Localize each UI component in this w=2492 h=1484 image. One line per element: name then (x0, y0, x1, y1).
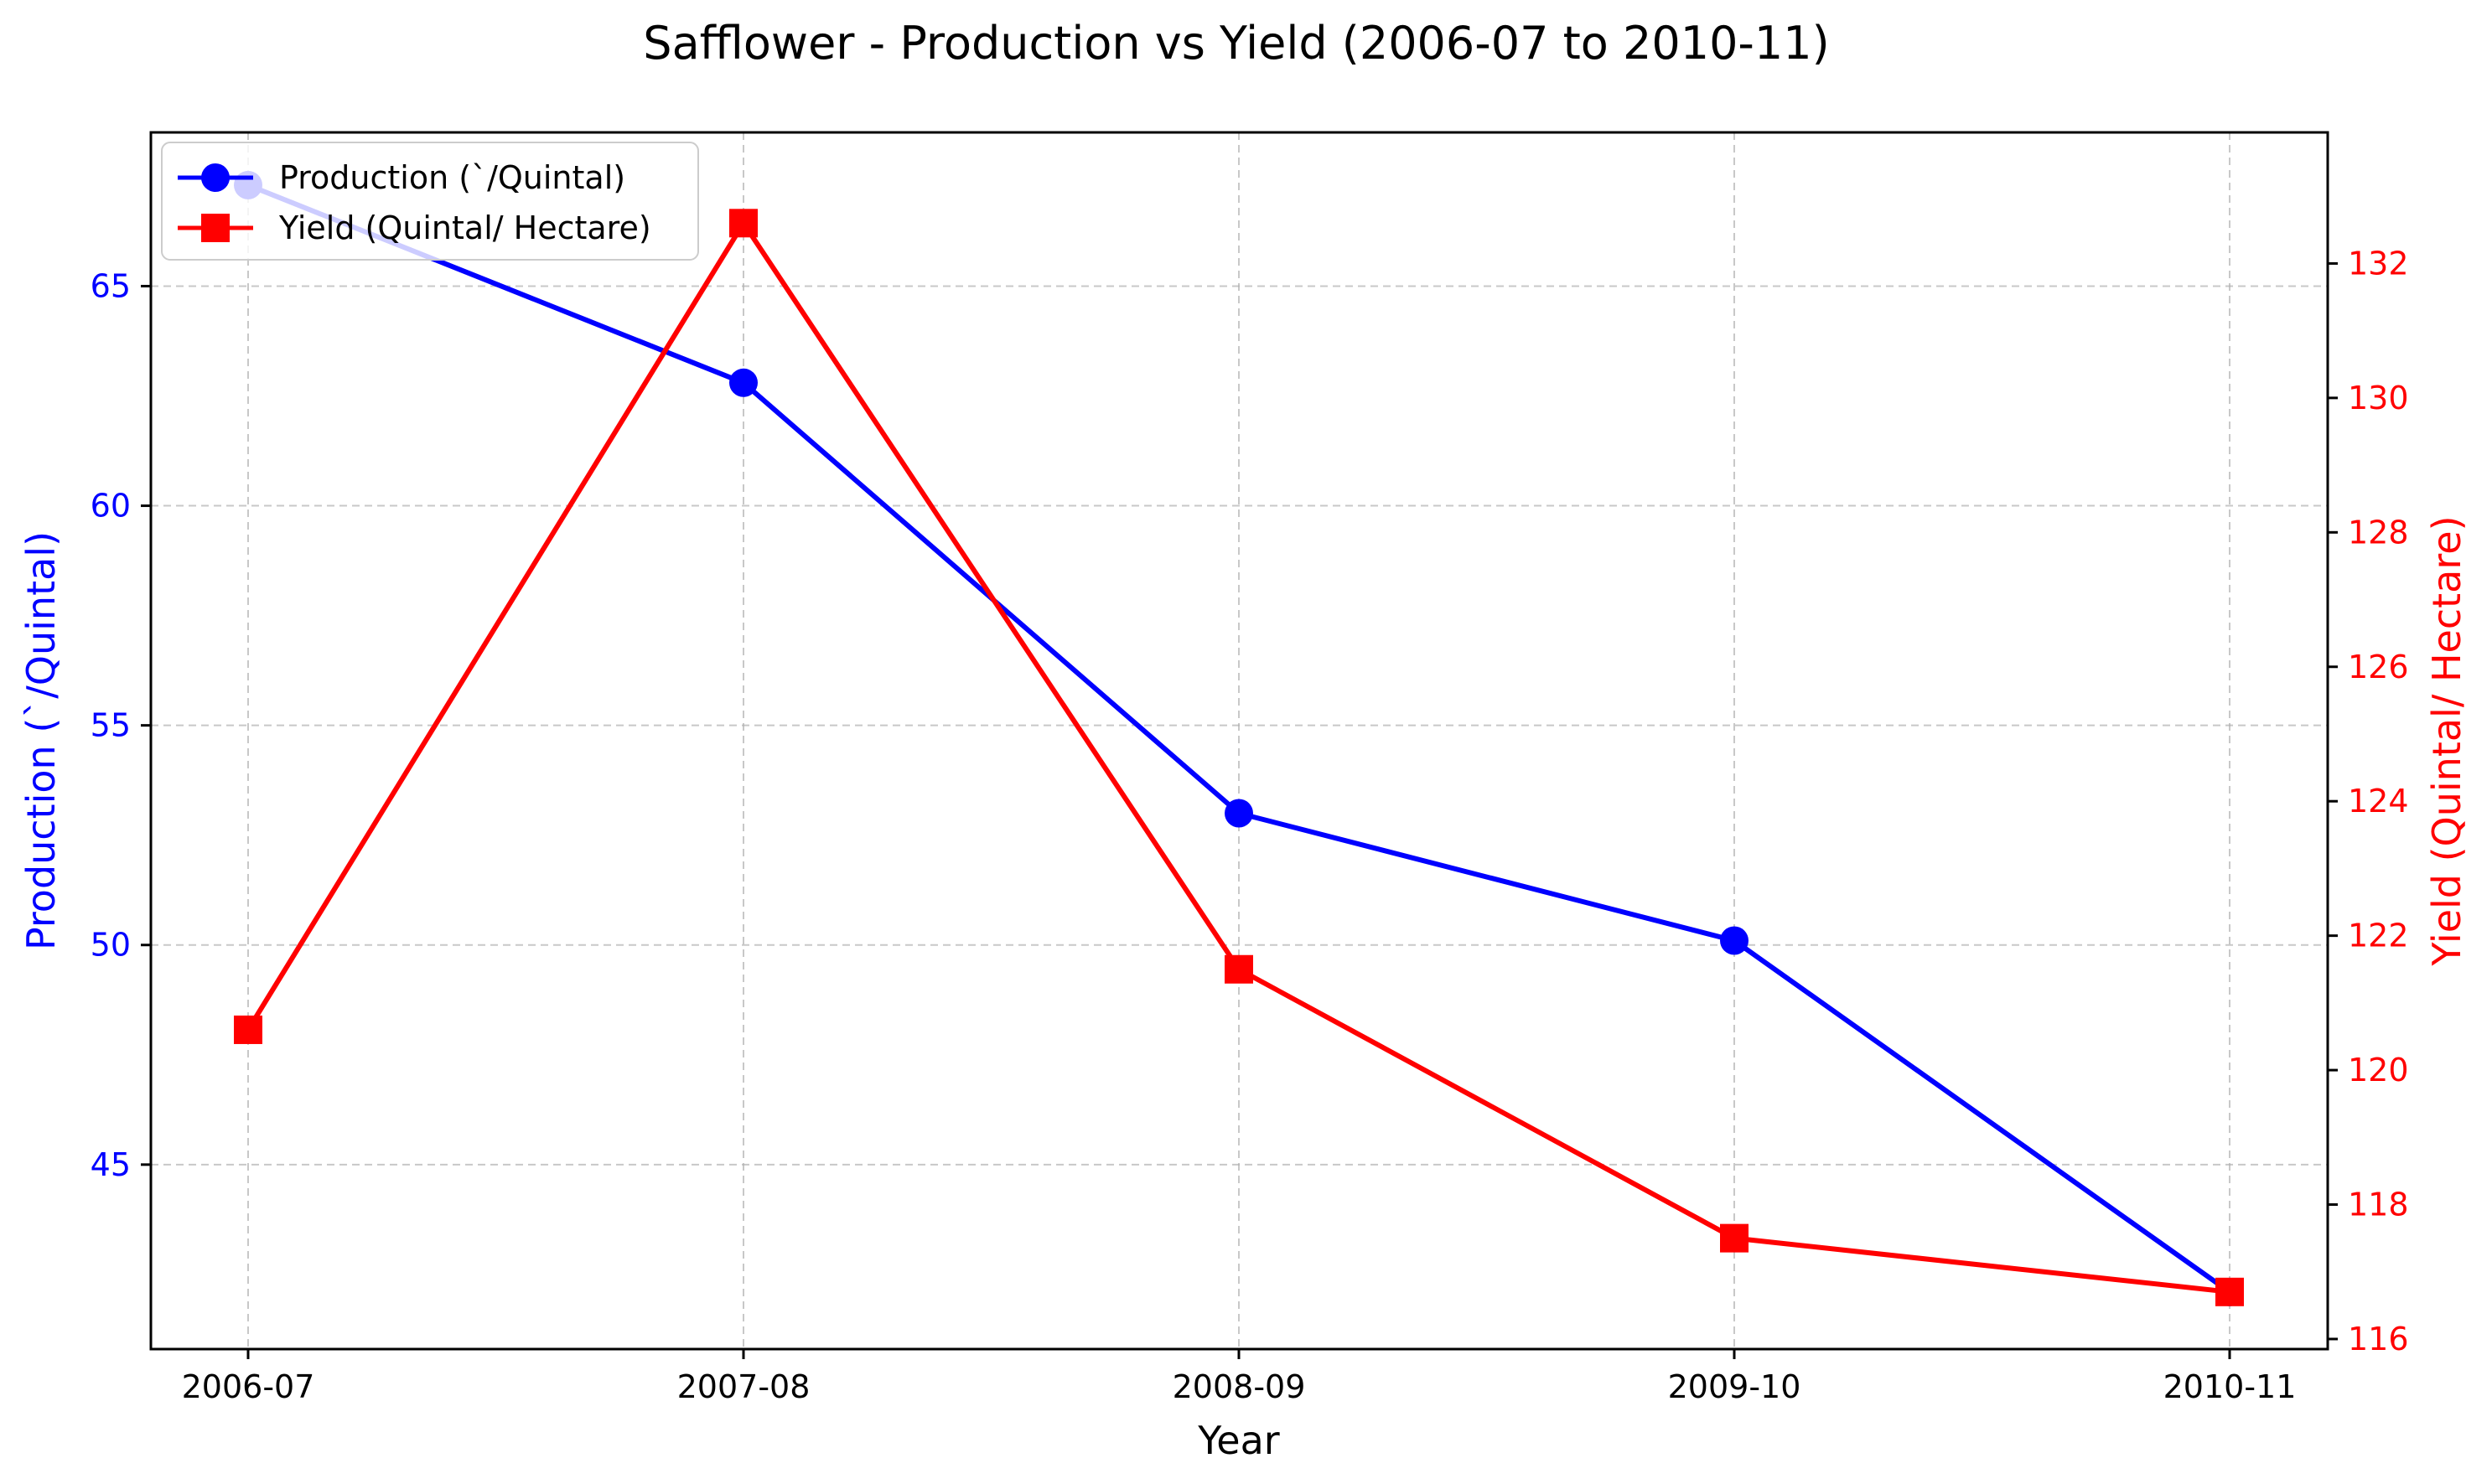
y-tick-label-right: 118 (2348, 1187, 2409, 1223)
y-tick-label-left: 50 (91, 927, 131, 964)
y-tick-label-left: 60 (91, 488, 131, 525)
x-tick-label: 2010-11 (2163, 1368, 2297, 1405)
data-point-yield (1225, 954, 1253, 984)
y-tick-label-left: 45 (91, 1146, 131, 1183)
x-tick-label: 2006-07 (182, 1368, 315, 1405)
y-tick-label-right: 130 (2348, 380, 2409, 416)
x-tick-label: 2008-09 (1173, 1368, 1306, 1405)
chart-title: Safflower - Production vs Yield (2006-07… (643, 17, 1829, 70)
data-point-production (1225, 799, 1253, 828)
y-tick-label-right: 128 (2348, 514, 2409, 551)
data-point-yield (729, 209, 758, 238)
x-axis-label: Year (1197, 1418, 1279, 1463)
legend-label-yield: Yield (Quintal/ Hectare) (278, 209, 651, 246)
data-point-yield (1720, 1223, 1749, 1253)
data-point-yield (234, 1015, 262, 1044)
data-point-production (729, 368, 758, 397)
y-tick-label-right: 122 (2348, 918, 2409, 954)
y-tick-label-left: 55 (91, 707, 131, 744)
y-tick-label-right: 132 (2348, 245, 2409, 282)
data-point-yield (2215, 1277, 2244, 1306)
y-axis-label-left: Production (`/Quintal) (18, 531, 64, 950)
x-tick-label: 2007-08 (677, 1368, 811, 1405)
legend-marker-production (201, 163, 230, 192)
legend: Production (`/Quintal) Yield (Quintal/ H… (161, 142, 699, 261)
legend-marker-yield (201, 214, 230, 242)
legend-box (161, 142, 699, 261)
legend-label-production: Production (`/Quintal) (279, 159, 625, 196)
x-tick-label: 2009-10 (1668, 1368, 1801, 1405)
y-tick-label-left: 65 (91, 267, 131, 304)
y-tick-label-right: 126 (2348, 649, 2409, 685)
tick-layer: 2006-07 2007-08 2008-09 2009-10 2010-11 45 50 5… (91, 245, 2409, 1405)
y-tick-label-right: 124 (2348, 783, 2409, 820)
y-tick-label-right: 116 (2348, 1321, 2409, 1357)
grid-lines (151, 132, 2328, 1349)
data-point-production (1720, 926, 1749, 955)
y-tick-label-right: 120 (2348, 1052, 2409, 1088)
y-axis-label-right: Yield (Quintal/ Hectare) (2424, 515, 2469, 966)
